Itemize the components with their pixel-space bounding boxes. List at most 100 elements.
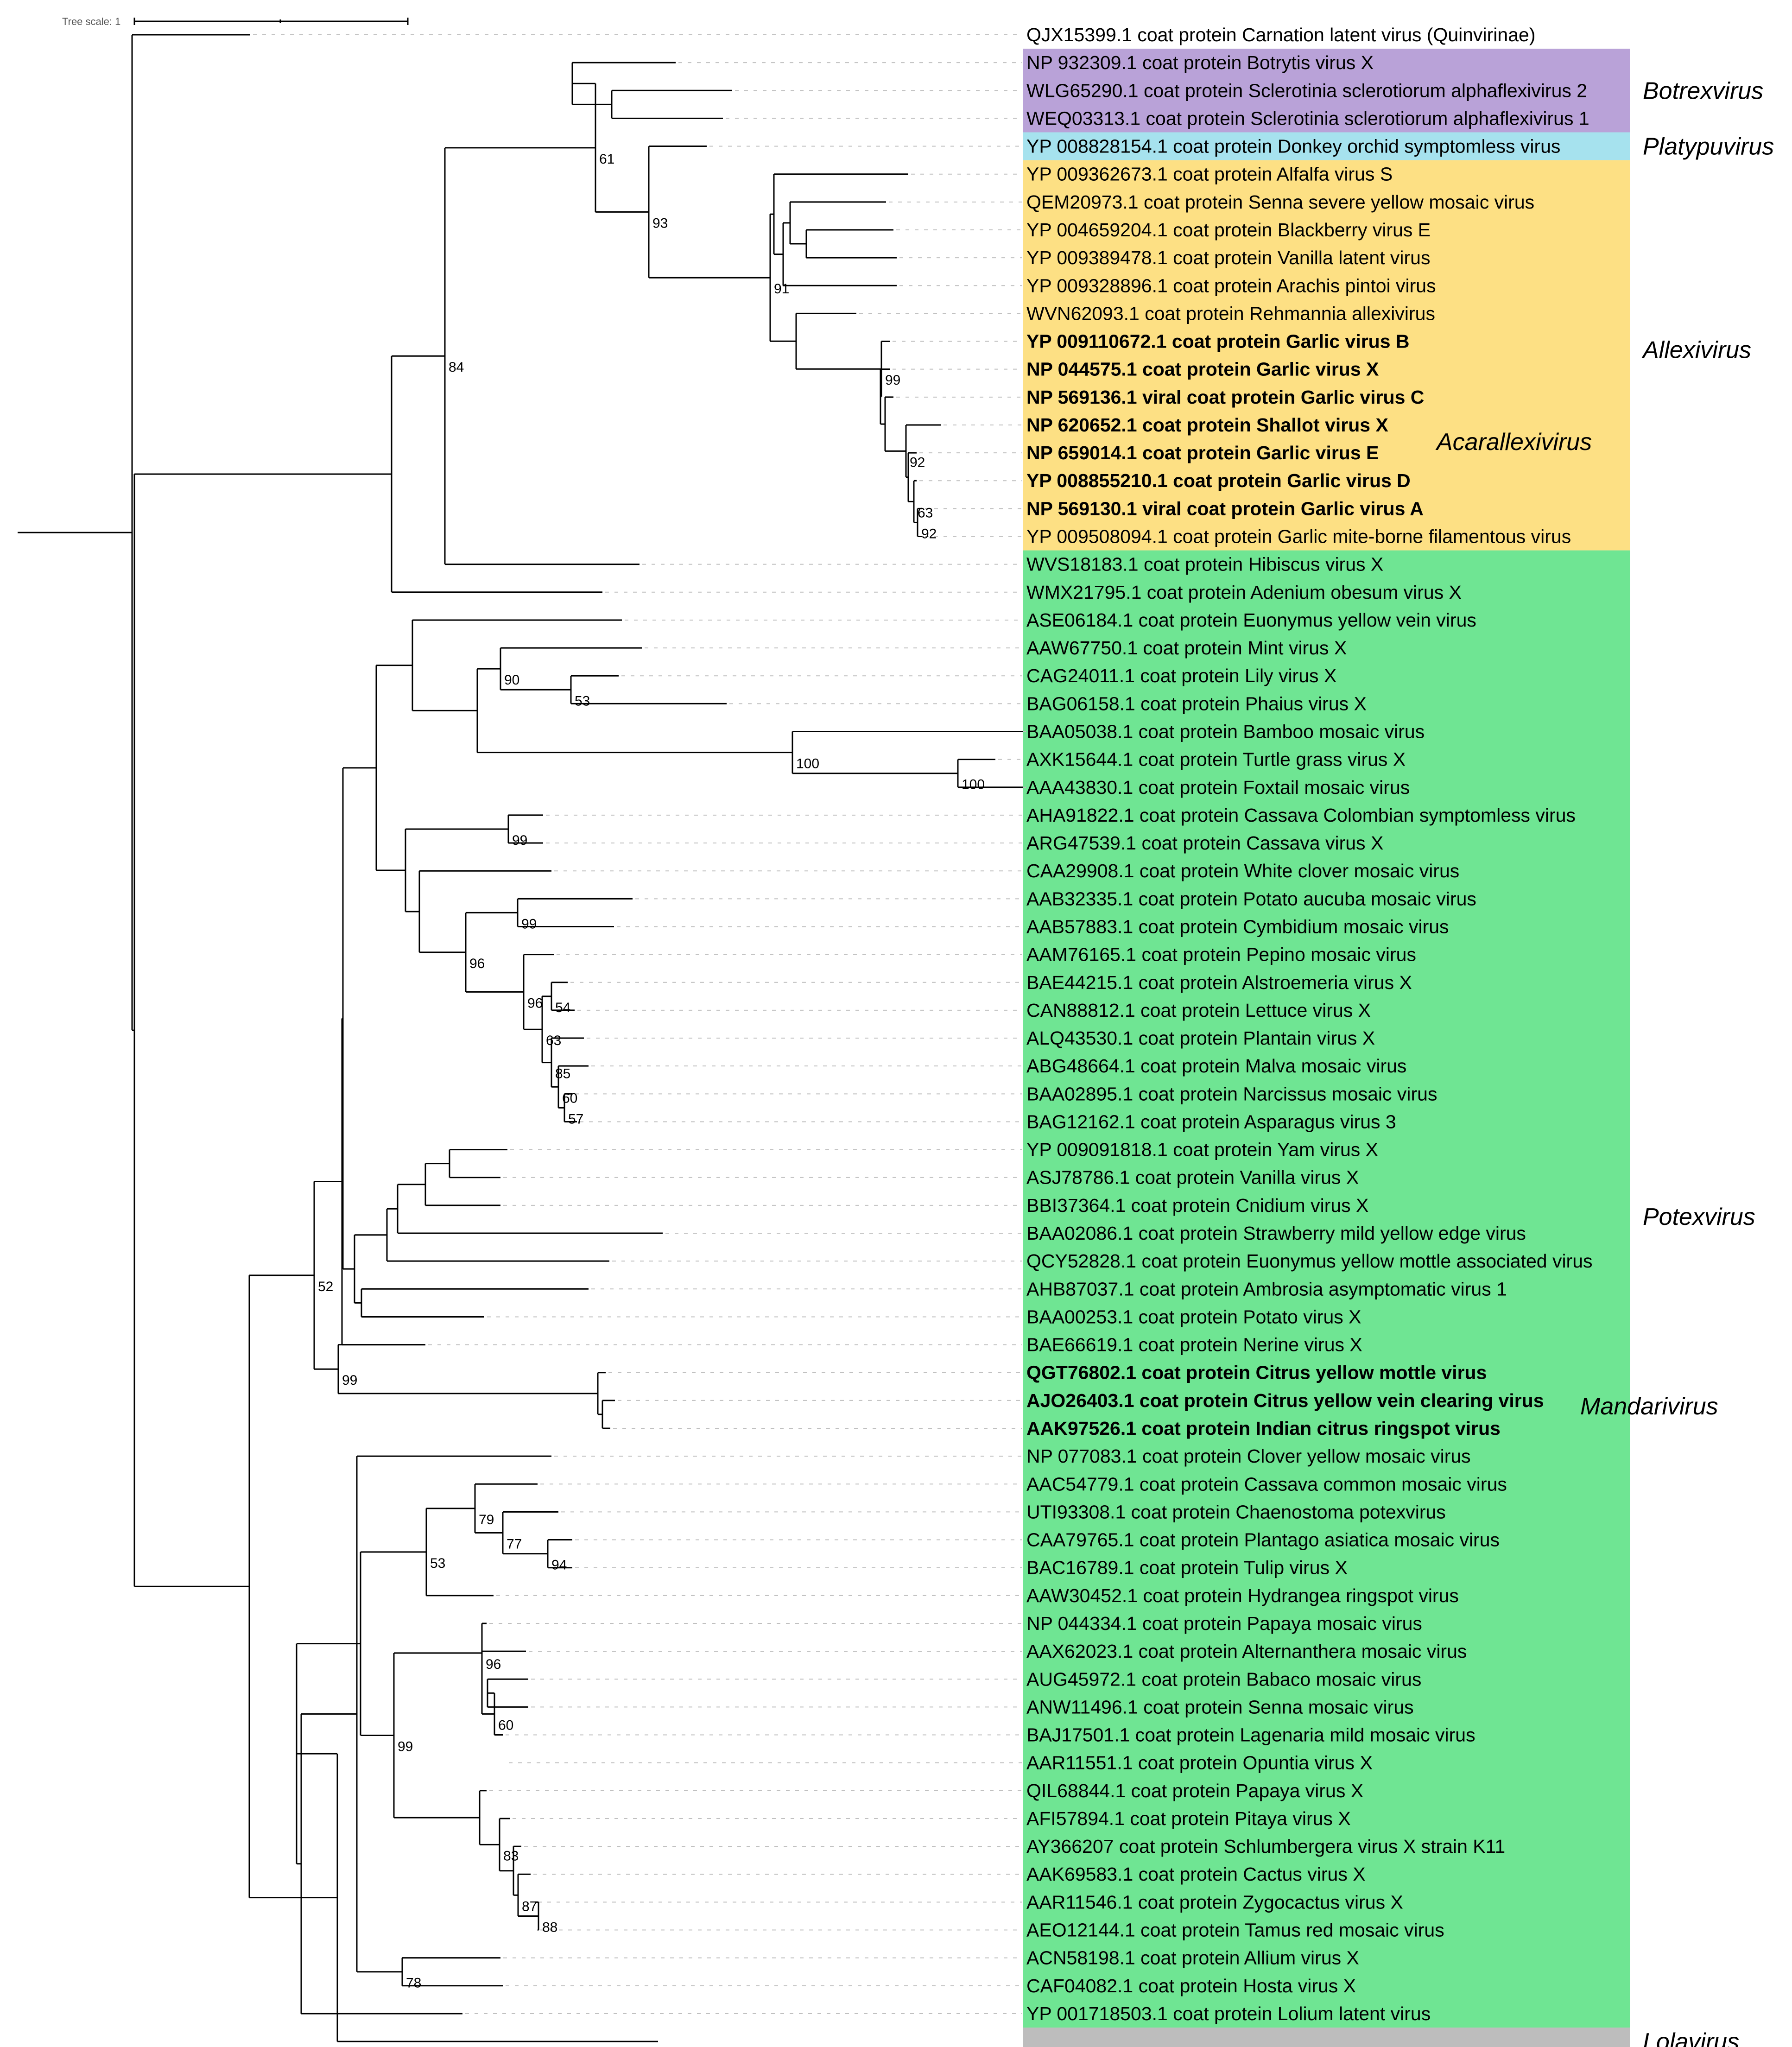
- bootstrap-value: 92: [921, 526, 937, 541]
- bootstrap-value: 96: [527, 995, 543, 1011]
- clade-label-platypuvirus: Platypuvirus: [1643, 133, 1774, 160]
- taxon-label: CAA29908.1 coat protein White clover mos…: [1026, 860, 1459, 881]
- clade-label-potexvirus: Potexvirus: [1643, 1204, 1755, 1230]
- taxon-label: NP 077083.1 coat protein Clover yellow m…: [1026, 1445, 1471, 1467]
- clade-label-mandarivirus: Mandarivirus: [1580, 1393, 1718, 1420]
- taxon-label: ASE06184.1 coat protein Euonymus yellow …: [1026, 609, 1476, 631]
- taxon-label: YP 008855210.1 coat protein Garlic virus…: [1026, 470, 1411, 491]
- taxon-label: YP 009110672.1 coat protein Garlic virus…: [1026, 331, 1410, 352]
- bootstrap-value: 77: [507, 1537, 522, 1552]
- bootstrap-value: 94: [551, 1558, 567, 1573]
- taxon-label: YP 001718503.1 coat protein Lolium laten…: [1026, 2003, 1431, 2024]
- taxon-label: ASJ78786.1 coat protein Vanilla virus X: [1026, 1167, 1359, 1188]
- taxon-label: BAE44215.1 coat protein Alstroemeria vir…: [1026, 972, 1412, 993]
- taxon-label: AEO12144.1 coat protein Tamus red mosaic…: [1026, 1920, 1444, 1941]
- bootstrap-value: 99: [521, 916, 537, 932]
- taxon-label: YP 009091818.1 coat protein Yam virus X: [1026, 1139, 1378, 1160]
- taxon-label: QIL68844.1 coat protein Papaya virus X: [1026, 1780, 1363, 1801]
- bootstrap-value: 63: [918, 505, 933, 520]
- bootstrap-value: 100: [962, 777, 985, 792]
- taxon-label: AAC54779.1 coat protein Cassava common m…: [1026, 1473, 1507, 1495]
- taxon-label: AAK69583.1 coat protein Cactus virus X: [1026, 1863, 1366, 1885]
- taxon-label: ARG47539.1 coat protein Cassava virus X: [1026, 832, 1383, 854]
- bootstrap-value: 52: [318, 1279, 333, 1294]
- taxon-label: NP 044334.1 coat protein Papaya mosaic v…: [1026, 1613, 1422, 1634]
- bootstrap-value: 90: [504, 672, 519, 688]
- bootstrap-value: 96: [486, 1657, 501, 1672]
- taxon-label: NP 569136.1 viral coat protein Garlic vi…: [1026, 387, 1424, 408]
- taxon-label: UTI93308.1 coat protein Chaenostoma pote…: [1026, 1501, 1446, 1522]
- taxon-label: AHA91822.1 coat protein Cassava Colombia…: [1026, 805, 1576, 826]
- taxon-label: NP 569130.1 viral coat protein Garlic vi…: [1026, 498, 1424, 519]
- taxon-label: BAA00253.1 coat protein Potato virus X: [1026, 1306, 1361, 1327]
- bootstrap-value: 88: [542, 1920, 557, 1935]
- taxon-label: YP 009389478.1 coat protein Vanilla late…: [1026, 247, 1430, 268]
- taxon-label: YP 009328896.1 coat protein Arachis pint…: [1026, 275, 1436, 296]
- taxon-label: YP 004659204.1 coat protein Blackberry v…: [1026, 219, 1431, 241]
- taxon-label: QJX15399.1 coat protein Carnation latent…: [1026, 24, 1535, 45]
- taxon-label: AFI57894.1 coat protein Pitaya virus X: [1026, 1808, 1351, 1829]
- bootstrap-value: 78: [406, 1976, 421, 1991]
- bootstrap-value: 87: [522, 1899, 537, 1914]
- taxon-label: CAN88812.1 coat protein Lettuce virus X: [1026, 1000, 1371, 1021]
- taxon-label: YP 008828154.1 coat protein Donkey orchi…: [1026, 136, 1560, 157]
- bootstrap-value: 99: [342, 1373, 357, 1388]
- taxon-label: CAF04082.1 coat protein Hosta virus X: [1026, 1975, 1356, 1996]
- taxon-label: CAA79765.1 coat protein Plantago asiatic…: [1026, 1529, 1500, 1551]
- clade-label-acarallexivirus: Acarallexivirus: [1435, 429, 1592, 456]
- taxon-label: BAG06158.1 coat protein Phaius virus X: [1026, 693, 1367, 714]
- tree-scale-label: Tree scale: 1: [62, 16, 120, 27]
- bootstrap-value: 85: [555, 1066, 570, 1082]
- bootstrap-value: 100: [796, 756, 819, 772]
- bootstrap-value: 93: [652, 215, 668, 231]
- taxon-label: ACN58198.1 coat protein Allium virus X: [1026, 1947, 1359, 1969]
- bootstrap-value: 99: [885, 373, 900, 388]
- taxon-label: AAR11546.1 coat protein Zygocactus virus…: [1026, 1891, 1403, 1913]
- taxon-label: AAW67750.1 coat protein Mint virus X: [1026, 637, 1347, 659]
- taxon-label: NP 932309.1 coat protein Botrytis virus …: [1026, 52, 1374, 73]
- clade-label-lolavirus: Lolavirus: [1643, 2028, 1739, 2047]
- taxon-label: CAG24011.1 coat protein Lily virus X: [1026, 665, 1336, 686]
- genus-band-lolavirus: [1023, 2028, 1630, 2047]
- taxon-label: QCY52828.1 coat protein Euonymus yellow …: [1026, 1250, 1593, 1272]
- taxon-label: ABG48664.1 coat protein Malva mosaic vir…: [1026, 1055, 1406, 1077]
- taxon-label: QGT76802.1 coat protein Citrus yellow mo…: [1026, 1362, 1487, 1383]
- taxon-label: AAR11551.1 coat protein Opuntia virus X: [1026, 1752, 1373, 1774]
- taxon-label: NP 659014.1 coat protein Garlic virus E: [1026, 442, 1379, 463]
- genus-band-potexvirus: [1023, 550, 1630, 2028]
- genus-band-allexivirus: [1023, 160, 1630, 551]
- taxon-label: AUG45972.1 coat protein Babaco mosaic vi…: [1026, 1668, 1421, 1690]
- taxon-label: QEM20973.1 coat protein Senna severe yel…: [1026, 191, 1534, 213]
- taxon-label: WVN62093.1 coat protein Rehmannia allexi…: [1026, 303, 1435, 324]
- taxon-label: BAA02086.1 coat protein Strawberry mild …: [1026, 1223, 1526, 1244]
- taxon-label: WEQ03313.1 coat protein Sclerotinia scle…: [1026, 108, 1589, 129]
- bootstrap-value: 84: [449, 360, 464, 375]
- taxon-label: BAC16789.1 coat protein Tulip virus X: [1026, 1557, 1348, 1578]
- bootstrap-value: 60: [498, 1717, 513, 1733]
- taxon-label: AXK15644.1 coat protein Turtle grass vir…: [1026, 749, 1406, 770]
- genus-band-platypuvirus: [1023, 132, 1630, 160]
- bootstrap-value: 63: [546, 1033, 561, 1048]
- taxon-label: AAX62023.1 coat protein Alternanthera mo…: [1026, 1641, 1467, 1662]
- bootstrap-value: 60: [562, 1090, 577, 1106]
- taxon-label: AHB87037.1 coat protein Ambrosia asympto…: [1026, 1278, 1507, 1299]
- taxon-label: NP 620652.1 coat protein Shallot virus X: [1026, 414, 1388, 436]
- taxon-label: BAJ17501.1 coat protein Lagenaria mild m…: [1026, 1724, 1475, 1746]
- bootstrap-value: 57: [568, 1111, 583, 1127]
- taxon-label: AAA43830.1 coat protein Foxtail mosaic v…: [1026, 777, 1410, 798]
- taxon-label: WVS18183.1 coat protein Hibiscus virus X: [1026, 554, 1383, 575]
- taxon-label: AAK97526.1 coat protein Indian citrus ri…: [1026, 1418, 1501, 1439]
- genus-band-botrexvirus: [1023, 49, 1630, 133]
- taxon-label: BBI37364.1 coat protein Cnidium virus X: [1026, 1195, 1368, 1216]
- taxon-label: AJO26403.1 coat protein Citrus yellow ve…: [1026, 1390, 1544, 1411]
- taxon-label: WLG65290.1 coat protein Sclerotinia scle…: [1026, 80, 1587, 101]
- clade-label-botrexvirus: Botrexvirus: [1643, 77, 1763, 104]
- bootstrap-value: 54: [555, 1000, 570, 1015]
- taxon-label: AAM76165.1 coat protein Pepino mosaic vi…: [1026, 944, 1416, 965]
- taxon-label: BAG12162.1 coat protein Asparagus virus …: [1026, 1111, 1396, 1132]
- taxon-label: AY366207 coat protein Schlumbergera viru…: [1026, 1836, 1505, 1857]
- bootstrap-value: 79: [479, 1512, 494, 1527]
- taxon-label: BAE66619.1 coat protein Nerine virus X: [1026, 1334, 1362, 1356]
- taxon-label: WMX21795.1 coat protein Adenium obesum v…: [1026, 582, 1462, 603]
